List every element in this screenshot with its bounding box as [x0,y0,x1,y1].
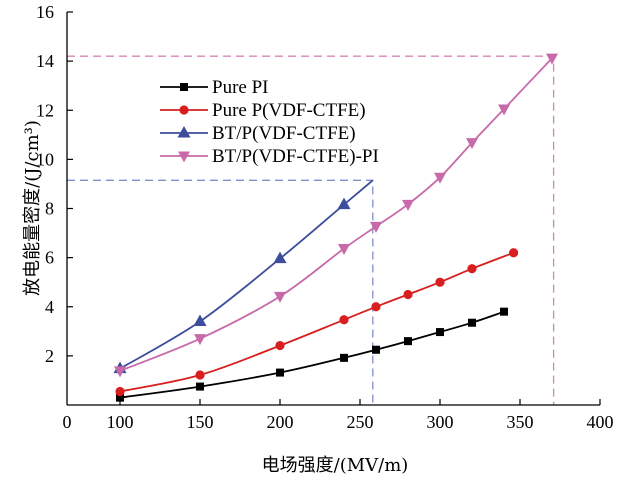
data-point-bt-p-vdf-ctfe-pi [434,172,446,184]
x-tick-label: 150 [187,412,214,432]
x-tick-label: 350 [507,412,534,432]
legend-marker [178,151,190,163]
legend-label: Pure PI [212,77,268,98]
data-point-bt-p-vdf-ctfe-pi [194,334,206,346]
data-point-bt-p-vdf-ctfe-pi [466,138,478,150]
series-line-bt-p-vdf-ctfe [119,179,374,370]
y-tick-label: 10 [36,149,54,169]
legend-marker [180,83,188,91]
data-point-pure-p-vdf-ctfe [435,277,445,287]
data-point-pure-pi [372,345,380,354]
data-point-bt-p-vdf-ctfe-pi [402,199,414,211]
series-line-pure-pi [119,310,505,399]
data-point-pure-pi [500,307,508,316]
data-point-pure-p-vdf-ctfe [195,370,205,380]
series-pure-pi [116,307,508,402]
data-point-pure-p-vdf-ctfe [371,302,381,312]
data-point-bt-p-vdf-ctfe-pi [498,104,510,116]
y-tick-label: 4 [45,297,54,317]
series-pure-p-vdf-ctfe [115,248,519,397]
data-point-pure-pi [116,393,124,402]
series-line-pure-p-vdf-ctfe [119,251,514,393]
x-tick-label: 250 [347,412,374,432]
data-point-pure-pi [276,368,284,377]
axes: 2 4 6 8 10 12 14 16 0 100 150 200 250 300 350 400 [36,2,614,432]
legend-item-bt-p-vdf-ctfe: BT/P(VDF-CTFE) [160,123,356,144]
data-point-pure-p-vdf-ctfe [115,386,125,397]
y-tick-label: 2 [45,346,54,366]
series-bt-p-vdf-ctfe [113,179,374,374]
y-axis-title: 放电能量密度/(J/cm³) [22,120,43,296]
data-point-bt-p-vdf-ctfe-pi [114,366,126,378]
y-tick-label: 8 [45,199,54,219]
data-point-pure-pi [404,337,412,346]
legend-item-bt-p-vdf-ctfe-pi: BT/P(VDF-CTFE)-PI [160,146,379,167]
data-point-pure-pi [340,353,348,362]
data-point-bt-p-vdf-ctfe-pi [546,53,558,65]
data-point-pure-p-vdf-ctfe [339,315,349,325]
data-point-pure-pi [436,328,444,337]
legend-item-pure-p-vdf-ctfe: Pure P(VDF-CTFE) [160,100,366,121]
x-tick-label: 400 [587,412,614,432]
legend-label: BT/P(VDF-CTFE)-PI [212,146,379,167]
series-group [113,53,558,402]
data-point-bt-p-vdf-ctfe-pi [370,221,382,233]
x-tick-label: 100 [107,412,134,432]
y-tick-label: 12 [36,100,54,120]
x-axis-title: 电场强度/(MV/m) [262,455,409,476]
legend-marker [179,105,189,115]
data-point-bt-p-vdf-ctfe [273,251,287,264]
data-point-bt-p-vdf-ctfe [337,197,351,210]
legend-item-pure-pi: Pure PI [160,77,268,98]
legend-marker [177,126,191,138]
series-bt-p-vdf-ctfe-pi [114,53,558,378]
data-point-bt-p-vdf-ctfe [193,314,207,326]
data-point-pure-pi [196,382,204,391]
legend-label: BT/P(VDF-CTFE) [212,123,356,144]
guide-line [67,179,374,405]
data-point-pure-pi [468,318,476,327]
y-tick-label: 6 [45,248,54,268]
data-point-bt-p-vdf-ctfe-pi [274,291,286,303]
data-point-pure-p-vdf-ctfe [508,248,519,258]
data-point-pure-p-vdf-ctfe [467,264,477,274]
legend-label: Pure P(VDF-CTFE) [212,100,366,121]
data-point-pure-p-vdf-ctfe [275,340,285,351]
y-tick-label: 14 [36,51,54,71]
data-point-bt-p-vdf-ctfe-pi [338,244,350,256]
x-tick-label: 200 [267,412,294,432]
x-tick-label: 0 [63,412,72,432]
data-point-pure-p-vdf-ctfe [403,289,413,300]
series-line-bt-p-vdf-ctfe-pi [119,57,553,372]
x-tick-label: 300 [427,412,454,432]
y-tick-label: 16 [36,2,54,22]
